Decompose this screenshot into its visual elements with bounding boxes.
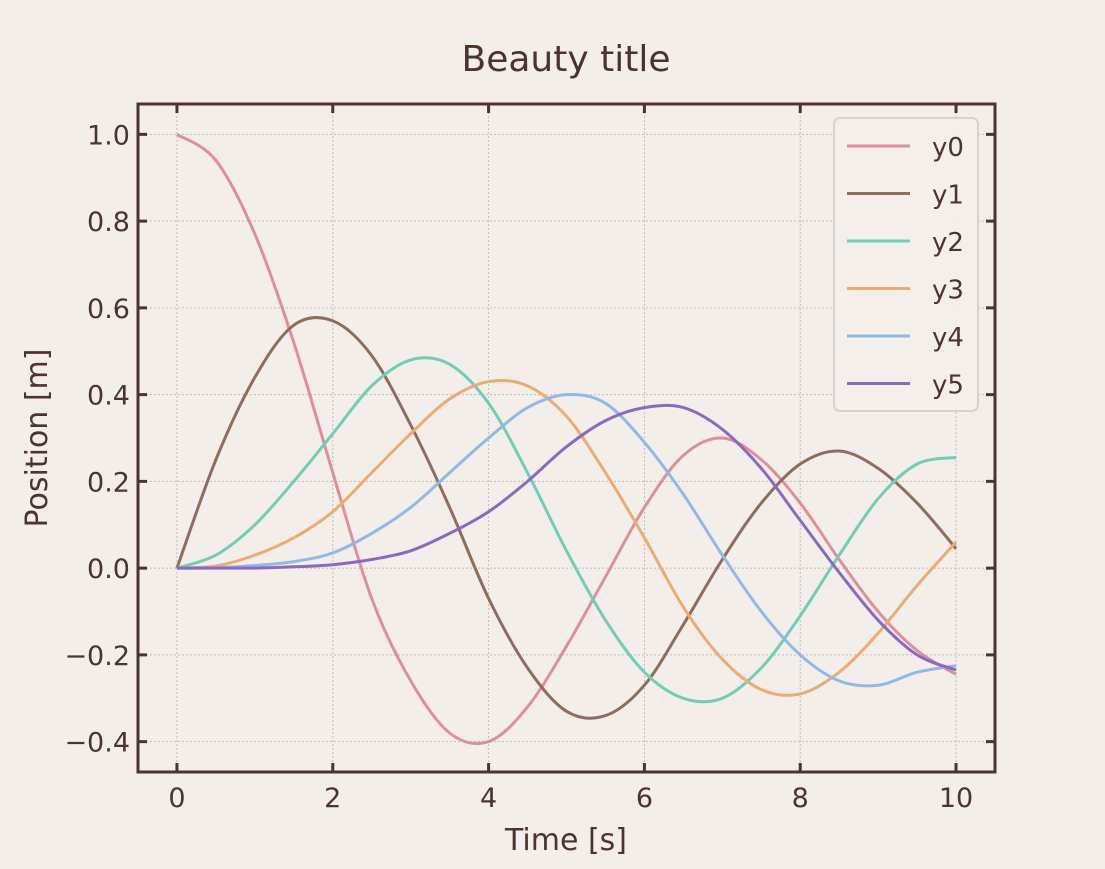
y-tick-label: 0.4	[87, 381, 130, 412]
legend-label-y2: y2	[932, 228, 964, 258]
y-tick-label: 0.2	[87, 467, 130, 498]
x-tick-label: 0	[168, 783, 185, 814]
y-tick-label: 0.0	[87, 554, 130, 585]
x-tick-label: 10	[939, 783, 973, 814]
x-tick-label: 2	[324, 783, 341, 814]
y-tick-label: −0.4	[64, 728, 130, 759]
y-tick-label: 0.8	[87, 207, 130, 238]
series-line-y4	[176, 392, 957, 688]
y-tick-label: 0.6	[87, 294, 130, 325]
legend: y0 y1 y2 y3 y4 y5	[833, 117, 979, 412]
series-line-y3	[176, 378, 958, 697]
legend-label-y1: y1	[932, 181, 964, 211]
series-line-y0	[176, 133, 957, 746]
legend-label-y4: y4	[932, 323, 964, 353]
plot-frame	[136, 102, 997, 774]
x-tick-label: 8	[792, 783, 809, 814]
series-line-y1	[175, 316, 958, 720]
x-tick-label: 4	[480, 783, 497, 814]
chart-title: Beauty title	[462, 39, 671, 80]
y-tick-label: 1.0	[87, 120, 130, 151]
x-axis-label: Time [s]	[504, 823, 627, 858]
legend-label-y5: y5	[932, 371, 964, 401]
ticks: 0 2 4 6 8 10 −0.4 −0.2 0.0 0.2 0.4 0.6 0.8 1.0	[64, 104, 995, 814]
y-axis-label: Position [m]	[20, 349, 55, 528]
series-line-y5	[176, 403, 957, 672]
y-tick-label: −0.2	[64, 641, 130, 672]
series-line-y2	[176, 356, 957, 704]
legend-label-y0: y0	[932, 133, 964, 163]
legend-label-y3: y3	[932, 276, 964, 306]
legend-box	[833, 117, 979, 412]
series-lines	[175, 133, 958, 746]
x-tick-label: 6	[636, 783, 653, 814]
